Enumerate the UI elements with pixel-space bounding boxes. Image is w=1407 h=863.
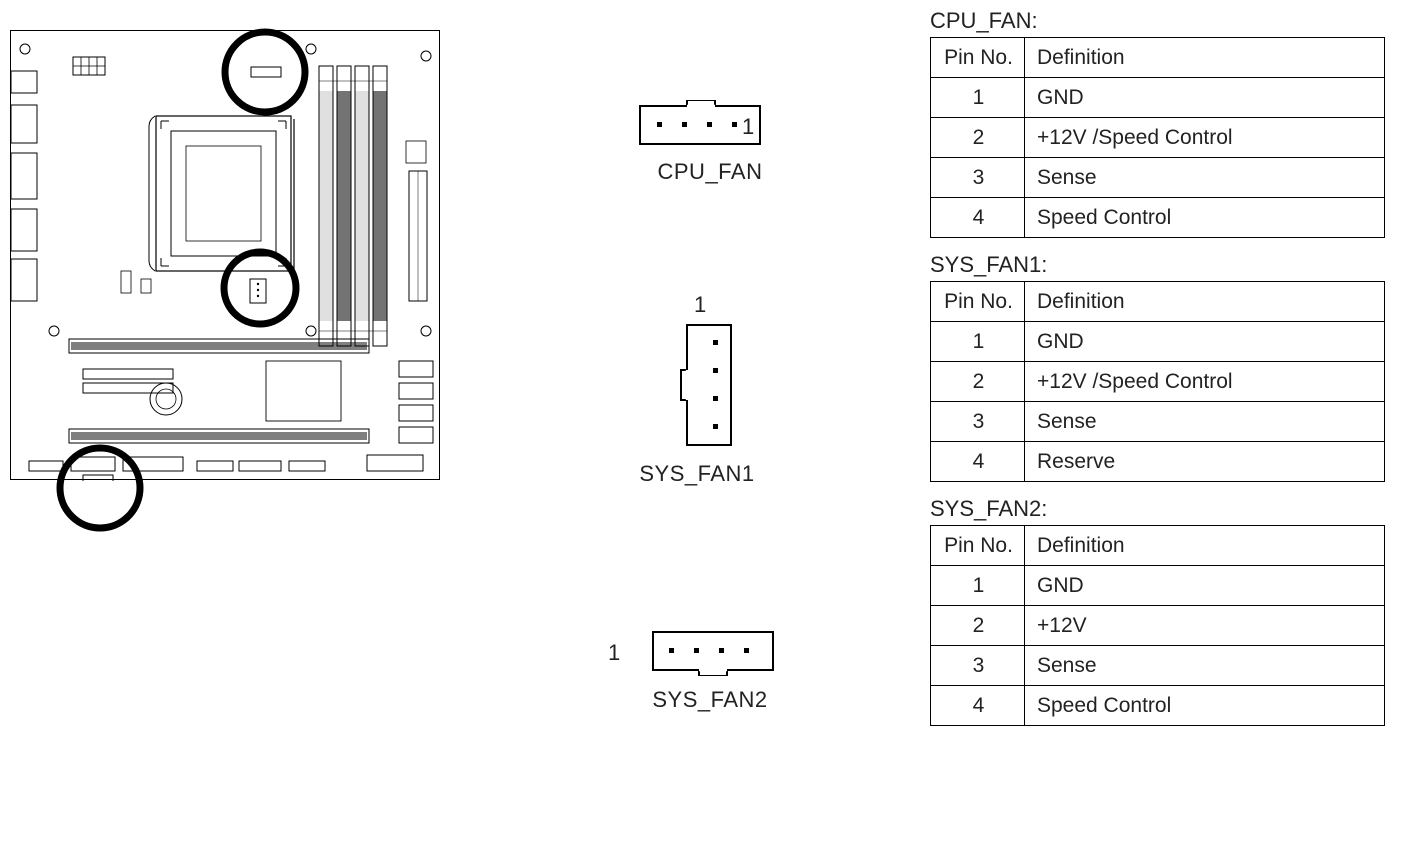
- table-cell: 1: [931, 566, 1025, 606]
- table-cell: 3: [931, 646, 1025, 686]
- table-header-cell: Pin No.: [931, 38, 1025, 78]
- table-cell: Reserve: [1025, 442, 1385, 482]
- pinout-table: Pin No.Definition1GND2+12V3Sense4Speed C…: [930, 525, 1385, 726]
- sata-ports-icon: [399, 361, 433, 443]
- page-layout: 1 CPU_FAN 1 SYS_FAN1: [0, 0, 1407, 863]
- table-cell: Sense: [1025, 402, 1385, 442]
- dimm-slots-icon: [319, 66, 387, 346]
- io-ports-icon: [11, 71, 37, 301]
- table-cell: Sense: [1025, 646, 1385, 686]
- pinout-table-group: SYS_FAN2: Pin No.Definition1GND2+12V3Sens…: [930, 496, 1390, 726]
- pin1-marker: 1: [608, 640, 620, 666]
- table-row: 2+12V: [931, 606, 1385, 646]
- table-title: SYS_FAN2:: [930, 496, 1390, 522]
- connector-column: 1 CPU_FAN 1 SYS_FAN1: [470, 0, 930, 863]
- table-cell: 3: [931, 402, 1025, 442]
- table-row: 1GND: [931, 322, 1385, 362]
- motherboard-column: [0, 0, 470, 863]
- sys-fan1-connector-icon: [677, 320, 747, 450]
- table-cell: +12V /Speed Control: [1025, 362, 1385, 402]
- table-title: SYS_FAN1:: [930, 252, 1390, 278]
- table-cell: 1: [931, 78, 1025, 118]
- sys-fan2-header-icon: [83, 475, 113, 481]
- table-row: 2+12V /Speed Control: [931, 118, 1385, 158]
- atx-24pin-icon: [409, 171, 427, 301]
- connector-label: SYS_FAN2: [610, 687, 810, 713]
- connector-sys-fan2: 1 SYS_FAN2: [610, 628, 810, 713]
- motherboard-svg: [11, 31, 441, 481]
- table-row: 3Sense: [931, 158, 1385, 198]
- table-row: 1GND: [931, 78, 1385, 118]
- table-cell: Speed Control: [1025, 686, 1385, 726]
- bottom-headers-icon: [29, 455, 423, 471]
- table-cell: 1: [931, 322, 1025, 362]
- table-cell: +12V: [1025, 606, 1385, 646]
- pinout-table: Pin No.Definition1GND2+12V /Speed Contro…: [930, 37, 1385, 238]
- table-cell: 2: [931, 118, 1025, 158]
- cpu-fan-connector-icon: [635, 100, 785, 148]
- table-cell: 4: [931, 442, 1025, 482]
- table-cell: 4: [931, 686, 1025, 726]
- table-header-cell: Pin No.: [931, 526, 1025, 566]
- cpu-fan-header-icon: [251, 67, 281, 77]
- connector-label: CPU_FAN: [610, 159, 810, 185]
- cpu-socket-icon: [149, 116, 294, 271]
- table-cell: GND: [1025, 322, 1385, 362]
- table-header-cell: Pin No.: [931, 282, 1025, 322]
- pinout-table-group: CPU_FAN: Pin No.Definition1GND2+12V /Spee…: [930, 8, 1390, 238]
- table-header-cell: Definition: [1025, 282, 1385, 322]
- table-cell: Sense: [1025, 158, 1385, 198]
- motherboard-outline: [10, 30, 440, 480]
- table-cell: 4: [931, 198, 1025, 238]
- table-row: 2+12V /Speed Control: [931, 362, 1385, 402]
- pinout-table-group: SYS_FAN1: Pin No.Definition1GND2+12V /Spe…: [930, 252, 1390, 482]
- table-cell: GND: [1025, 78, 1385, 118]
- pin1-marker: 1: [742, 114, 754, 140]
- tables-column: CPU_FAN:Pin No.Definition1GND2+12V /Spee…: [930, 0, 1400, 863]
- table-cell: +12V /Speed Control: [1025, 118, 1385, 158]
- table-row: 3Sense: [931, 646, 1385, 686]
- pcie-x4-icon: [83, 369, 173, 379]
- connector-cpu-fan: 1 CPU_FAN: [610, 100, 810, 185]
- table-cell: GND: [1025, 566, 1385, 606]
- table-title: CPU_FAN:: [930, 8, 1390, 34]
- pinout-table: Pin No.Definition1GND2+12V /Speed Contro…: [930, 281, 1385, 482]
- sys-fan2-connector-icon: [635, 628, 785, 676]
- connector-label: SYS_FAN1: [612, 461, 782, 487]
- table-header-cell: Definition: [1025, 526, 1385, 566]
- table-row: 4Speed Control: [931, 686, 1385, 726]
- pin1-marker: 1: [694, 292, 706, 318]
- table-cell: 2: [931, 606, 1025, 646]
- table-cell: Speed Control: [1025, 198, 1385, 238]
- table-cell: 2: [931, 362, 1025, 402]
- table-cell: 3: [931, 158, 1025, 198]
- battery-icon: [150, 383, 182, 415]
- connector-sys-fan1: 1 SYS_FAN1: [642, 320, 782, 487]
- table-row: 1GND: [931, 566, 1385, 606]
- table-row: 4Speed Control: [931, 198, 1385, 238]
- table-header-cell: Definition: [1025, 38, 1385, 78]
- table-row: 4Reserve: [931, 442, 1385, 482]
- table-row: 3Sense: [931, 402, 1385, 442]
